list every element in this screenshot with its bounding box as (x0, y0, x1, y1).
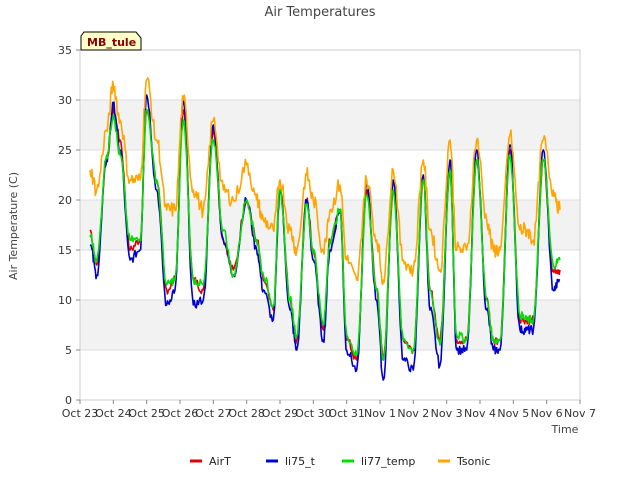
series-line-li75-t (89, 94, 561, 381)
y-axis-label: Air Temperature (C) (7, 172, 20, 280)
x-tick-label: Oct 31 (328, 407, 365, 420)
legend-item-airt: AirT (190, 455, 231, 468)
y-tick-label: 20 (58, 194, 72, 207)
y-tick-label: 25 (58, 144, 72, 157)
legend-label: Tsonic (456, 455, 490, 468)
x-tick-label: Oct 30 (295, 407, 332, 420)
x-tick-label: Nov 3 (431, 407, 463, 420)
x-tick-label: Oct 25 (128, 407, 165, 420)
station-label-box: MB_tule (80, 31, 142, 51)
x-tick-label: Oct 27 (195, 407, 232, 420)
series-line-li77-temp (89, 109, 561, 361)
plot-border (79, 49, 581, 401)
x-tick-label: Nov 4 (464, 407, 496, 420)
plot-frame (79, 49, 581, 401)
y-tick-label: 10 (58, 294, 72, 307)
y-tick-label: 5 (65, 344, 72, 357)
x-tick-label: Oct 28 (228, 407, 265, 420)
background-band (80, 50, 580, 100)
station-label: MB_tule (87, 36, 136, 49)
legend-label: AirT (209, 455, 231, 468)
legend-label: li77_temp (361, 455, 415, 468)
x-tick-label: Nov 1 (364, 407, 396, 420)
x-axis-label: Time (551, 423, 579, 436)
legend: AirT li75_t li77_temp Tsonic (190, 455, 490, 468)
y-tick-label: 35 (58, 44, 72, 57)
y-tick-label: 0 (65, 394, 72, 407)
legend-item-tsonic: Tsonic (438, 455, 490, 468)
background-band (80, 350, 580, 400)
y-tick-label: 15 (58, 244, 72, 257)
background-band (80, 100, 580, 150)
x-tick-label: Nov 7 (564, 407, 596, 420)
x-tick-label: Nov 2 (397, 407, 429, 420)
x-tick-label: Oct 29 (262, 407, 299, 420)
x-tick-label: Oct 23 (62, 407, 99, 420)
x-tick-label: Nov 6 (531, 407, 563, 420)
legend-item-li75-t: li75_t (266, 455, 316, 468)
chart-title: Air Temperatures (264, 5, 375, 20)
series-layer (89, 77, 561, 381)
background-band (80, 300, 580, 350)
x-tick-label: Nov 5 (497, 407, 529, 420)
y-axis-ticks: 0 5 10 15 20 25 30 35 (58, 44, 80, 407)
x-tick-label: Oct 24 (95, 407, 132, 420)
legend-item-li77-temp: li77_temp (342, 455, 415, 468)
station-label-background (80, 31, 142, 51)
legend-label: li75_t (285, 455, 316, 468)
series-line-tsonic (89, 77, 561, 286)
x-tick-label: Oct 26 (162, 407, 199, 420)
y-tick-label: 30 (58, 94, 72, 107)
